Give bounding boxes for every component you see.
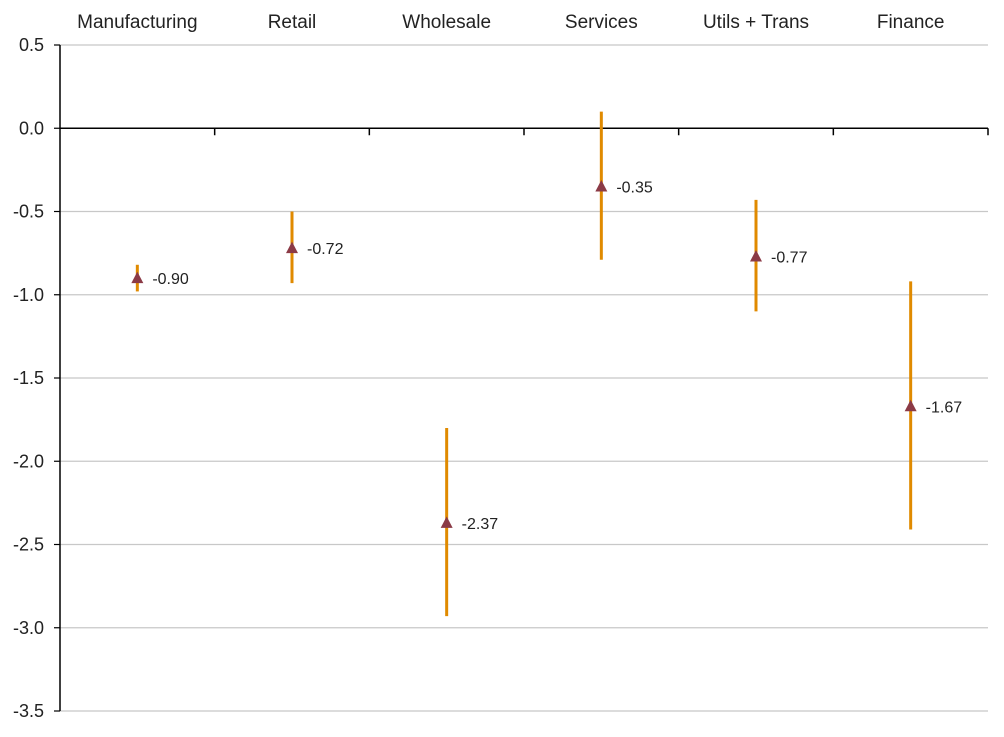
data-marks: -0.90 -0.72 -2.37 -0.35 -0.77 -1.67	[131, 111, 963, 617]
data-point-marker	[750, 249, 762, 262]
y-tick-label: -3.5	[13, 701, 44, 721]
gridlines	[60, 44, 988, 712]
data-point-marker	[595, 180, 608, 192]
data-value-label: -0.90	[152, 271, 189, 288]
data-point-marker	[131, 271, 144, 284]
data-value-label: -0.77	[771, 249, 808, 266]
category-label: Retail	[268, 12, 317, 33]
data-value-label: -1.67	[926, 399, 963, 416]
category-label: Utils + Trans	[703, 12, 809, 33]
category-label: Services	[565, 12, 638, 33]
y-tick-label: -1.5	[13, 368, 44, 388]
y-tick-label: 0.5	[19, 35, 44, 55]
category-label: Wholesale	[402, 12, 491, 33]
category-label: Finance	[877, 12, 945, 33]
data-value-label: -2.37	[462, 516, 499, 533]
category-label: Manufacturing	[77, 12, 197, 33]
y-tick-label: -1.0	[13, 285, 44, 305]
category-labels: Manufacturing Retail Wholesale Services Util…	[77, 12, 944, 33]
data-point-marker	[904, 399, 917, 412]
y-tick-label: -3.0	[13, 618, 44, 638]
y-tick-label: -2.0	[13, 451, 44, 471]
data-point-marker	[286, 241, 298, 254]
y-axis-ticks: 0.5 0.0 -0.5 -1.0 -1.5 -2.0 -2.5 -3.0 -3.5	[13, 35, 60, 721]
y-tick-label: -2.5	[13, 535, 44, 555]
data-value-label: -0.72	[307, 241, 344, 258]
y-tick-label: -0.5	[13, 202, 44, 222]
data-value-label: -0.35	[616, 180, 653, 197]
y-tick-label: 0.0	[19, 118, 44, 138]
data-point-marker	[440, 516, 453, 528]
